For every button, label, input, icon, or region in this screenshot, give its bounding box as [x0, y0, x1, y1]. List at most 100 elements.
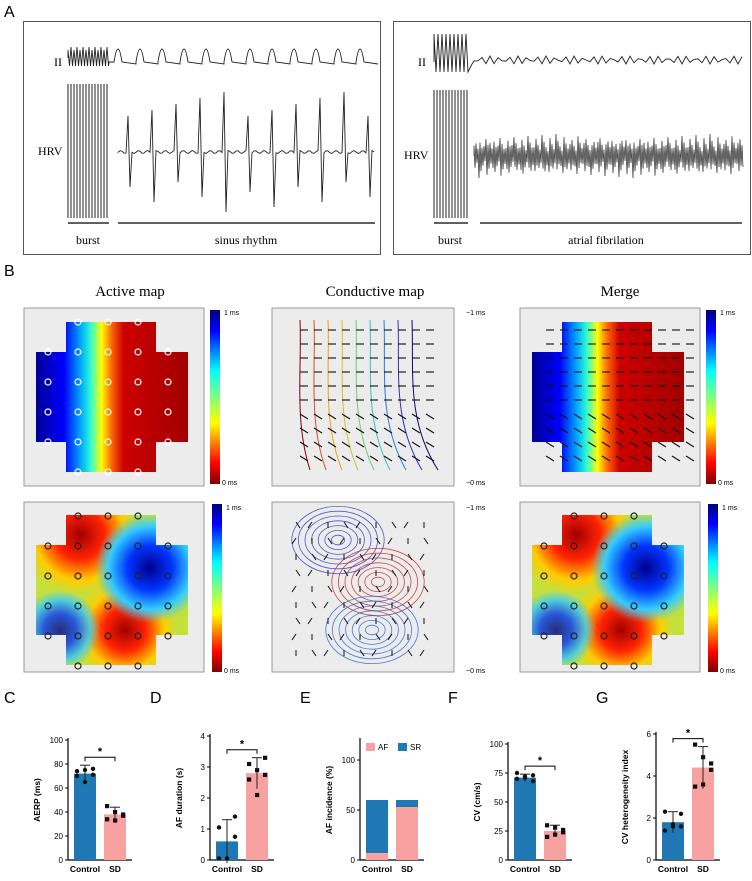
- electrode-dot: [164, 348, 172, 356]
- vector: [545, 427, 555, 434]
- maps-grid: 1 ms 0 ms −1 ms −0 ms 1 ms 0 ms 1 ms 0 m…: [23, 307, 738, 675]
- vector: [295, 617, 301, 625]
- vector: [383, 427, 393, 434]
- vector: [323, 601, 329, 609]
- panel-letter-a: A: [4, 4, 15, 21]
- vector: [291, 585, 297, 593]
- vector: [671, 427, 681, 434]
- ecg-right-lead-ii: II: [418, 55, 426, 69]
- vector: [423, 537, 429, 545]
- vector: [391, 521, 397, 529]
- isochrone-lines: [291, 505, 425, 664]
- isochrone: [331, 600, 412, 660]
- bar-sr: [396, 800, 418, 807]
- electrode-dot: [164, 632, 172, 640]
- vector: [375, 633, 381, 641]
- colorbar-active-sr: 1 ms 0 ms: [210, 310, 240, 487]
- y-tick-label: 4: [201, 732, 206, 741]
- electrode-dot: [74, 408, 82, 416]
- data-point: [263, 755, 268, 760]
- ecg-left-svg: II HRV burst sinus rhythm: [38, 46, 379, 247]
- isochrone: [397, 319, 423, 471]
- electrode-dot: [660, 632, 668, 640]
- vector: [391, 569, 397, 577]
- vector: [341, 413, 351, 420]
- electrode-dot: [104, 542, 112, 550]
- isochrone: [341, 319, 359, 471]
- isochrone: [338, 605, 406, 655]
- ecg-right-lead-ii-trace: [433, 33, 743, 74]
- electrode-dot: [540, 542, 548, 550]
- vector: [355, 441, 365, 448]
- x-tick-label: Control: [658, 864, 688, 874]
- ecg-right-lead-hrv: HRV: [404, 148, 429, 162]
- vector: [573, 413, 583, 420]
- colorbar-merge-sr: 1 ms 0 ms: [706, 310, 736, 487]
- vector: [371, 601, 377, 609]
- vector: [643, 441, 653, 448]
- bar-af: [366, 853, 388, 860]
- isochrone: [331, 547, 425, 616]
- ecg-left-burst-spikes: [67, 84, 108, 218]
- vector: [601, 413, 611, 420]
- y-tick-label: 0: [499, 856, 504, 865]
- vector: [299, 427, 309, 434]
- y-tick-label: 0: [59, 856, 64, 865]
- panel-letter-d: D: [150, 690, 162, 707]
- x-tick-label: SD: [401, 864, 413, 874]
- significance-star: *: [240, 739, 245, 751]
- data-point: [662, 809, 668, 814]
- electrode-dot: [104, 512, 112, 520]
- colorbar-top-label: −1 ms: [466, 505, 486, 512]
- colorbar-active-af: 1 ms 0 ms: [212, 504, 242, 675]
- vector: [629, 413, 639, 420]
- vector: [685, 441, 695, 448]
- electrode-dot: [104, 408, 112, 416]
- data-point: [678, 824, 684, 829]
- vector: [307, 617, 313, 625]
- vector: [313, 413, 323, 420]
- vector: [355, 427, 365, 434]
- y-tick-label: 20: [54, 832, 63, 841]
- electrode-dot: [600, 602, 608, 610]
- vector: [587, 413, 597, 420]
- vector: [291, 537, 297, 545]
- vector: [657, 427, 667, 434]
- x-tick-label: SD: [549, 864, 561, 874]
- data-point: [113, 818, 118, 823]
- isochrone: [313, 319, 327, 471]
- significance-bracket: [84, 756, 116, 762]
- vector: [403, 569, 409, 577]
- conduction-vectors: [291, 521, 429, 657]
- y-tick-label: 50: [494, 798, 503, 807]
- vector: [397, 427, 407, 434]
- isochrone: [324, 529, 352, 550]
- vector: [685, 427, 695, 434]
- vector: [359, 553, 365, 561]
- vector: [359, 649, 365, 657]
- vector: [671, 455, 681, 462]
- panel-letter-b: B: [4, 263, 15, 280]
- data-point: [662, 828, 668, 833]
- merge-map-sr: [519, 307, 701, 487]
- data-point: [82, 767, 88, 773]
- vector: [657, 413, 667, 420]
- vector: [383, 441, 393, 448]
- vector: [411, 455, 421, 462]
- electrode-dot: [44, 632, 52, 640]
- vector: [601, 441, 611, 448]
- vector: [573, 455, 583, 462]
- isochrone: [291, 505, 385, 574]
- electrode-dot: [660, 542, 668, 550]
- vector: [629, 441, 639, 448]
- significance-bracket: [226, 749, 258, 754]
- isochrone: [299, 319, 311, 471]
- electrode-dot: [74, 632, 82, 640]
- conductive-map-sr: [271, 307, 455, 487]
- x-tick-label: Control: [212, 864, 242, 874]
- chart-E: 0 50 100 AF incidence (%) Control SD AF SR: [324, 738, 424, 874]
- isochrone: [330, 534, 345, 546]
- panel-letter-e: E: [300, 690, 311, 707]
- electrode-grid: [44, 318, 172, 476]
- y-tick-label: 40: [54, 808, 63, 817]
